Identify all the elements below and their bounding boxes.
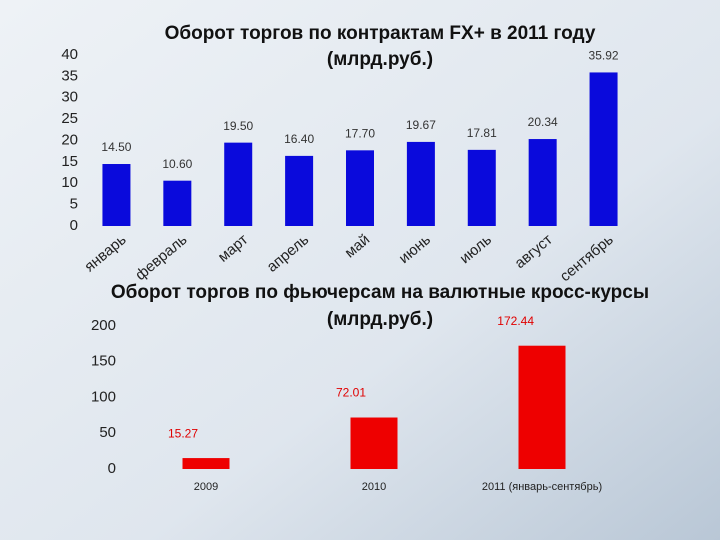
value-label: 72.01 (336, 386, 366, 400)
bar (589, 72, 618, 226)
y-tick-label: 40 (61, 46, 78, 63)
bar (182, 458, 230, 469)
y-tick-label: 30 (61, 89, 78, 106)
bar (163, 180, 192, 226)
value-label: 14.50 (101, 140, 131, 154)
value-label: 10.60 (162, 157, 192, 171)
value-label: 20.34 (528, 115, 558, 129)
chart-subtitle: (млрд.руб.) (327, 309, 433, 330)
y-tick-label: 35 (61, 67, 78, 84)
bar (467, 149, 496, 226)
y-tick-label: 200 (91, 317, 116, 334)
bar (528, 139, 557, 226)
bar (285, 155, 314, 226)
bar (518, 345, 566, 469)
value-label: 35.92 (589, 49, 619, 63)
value-label: 17.70 (345, 127, 375, 141)
y-tick-label: 10 (61, 174, 78, 191)
value-label: 19.67 (406, 118, 436, 132)
x-tick-label: 2010 (362, 481, 386, 493)
chart-title: Оборот торгов по фьючерсам на валютные к… (111, 282, 649, 303)
value-label: 17.81 (467, 126, 497, 140)
y-tick-label: 5 (70, 196, 78, 213)
bar (350, 417, 398, 469)
y-tick-label: 0 (70, 217, 78, 234)
y-tick-label: 150 (91, 353, 116, 370)
chart-subtitle: (млрд.руб.) (327, 49, 433, 70)
y-tick-label: 15 (61, 153, 78, 170)
bar (346, 150, 374, 226)
y-tick-label: 50 (99, 424, 116, 441)
y-tick-label: 25 (61, 110, 78, 127)
value-label: 15.27 (168, 426, 198, 440)
value-label: 19.50 (223, 119, 253, 133)
value-label: 16.40 (284, 132, 314, 146)
bar (102, 164, 131, 226)
y-tick-label: 20 (61, 131, 78, 148)
bar (224, 142, 253, 226)
x-tick-label: 2011 (январь-сентябрь) (482, 481, 602, 493)
bar (406, 141, 435, 226)
y-tick-label: 0 (108, 460, 116, 477)
y-tick-label: 100 (91, 388, 116, 405)
value-label: 172.44 (497, 314, 534, 328)
x-tick-label: 2009 (194, 481, 218, 493)
chart-title: Оборот торгов по контрактам FX+ в 2011 г… (165, 23, 596, 44)
